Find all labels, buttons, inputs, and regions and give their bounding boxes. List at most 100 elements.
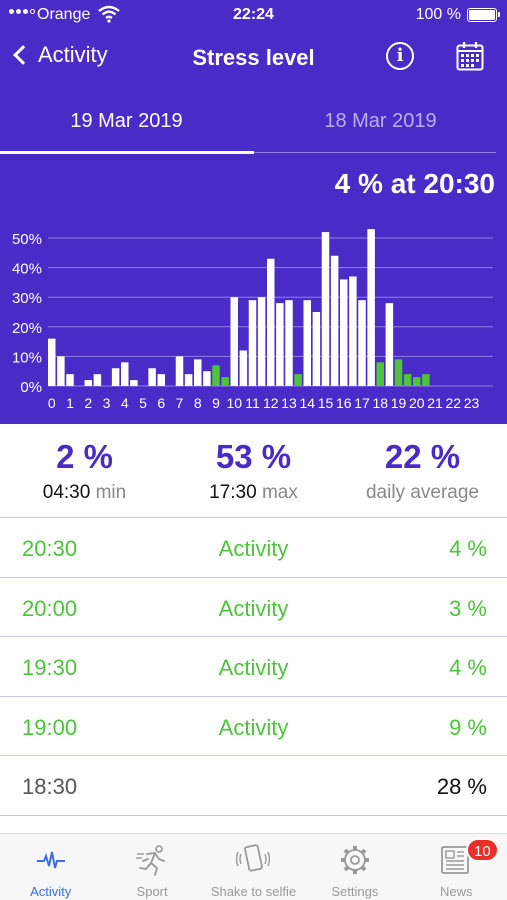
back-label: Activity (38, 42, 108, 67)
nav-bar: Activity Stress level i (0, 30, 507, 88)
status-bar: Orange 22:24 100 % (0, 0, 507, 30)
y-tick-label: 0% (20, 379, 42, 396)
list-item[interactable]: 18:30 28 % (0, 756, 507, 816)
x-tick-label: 11 (245, 395, 260, 411)
stat-min: 2 % 04:30 min (0, 438, 169, 504)
tab-underline (0, 151, 254, 154)
y-tick-label: 50% (12, 231, 42, 248)
x-tick-label: 12 (263, 395, 279, 411)
x-tick-label: 23 (464, 395, 480, 411)
chart-bar[interactable] (248, 300, 257, 386)
chart-bar[interactable] (93, 374, 102, 386)
chart-bar[interactable] (422, 374, 430, 386)
x-tick-label: 15 (318, 395, 334, 411)
chart-bar[interactable] (57, 356, 65, 386)
chart-bar[interactable] (130, 380, 138, 386)
x-tick-label: 1 (66, 395, 74, 411)
status-time: 22:24 (233, 6, 274, 23)
tab-news[interactable]: News (406, 834, 507, 900)
chart-bar[interactable] (221, 377, 229, 386)
date-tabs: 19 Mar 2019 18 Mar 2019 (0, 88, 507, 156)
chart-bar[interactable] (48, 338, 56, 386)
stat-max-label: max (261, 482, 298, 503)
x-tick-label: 22 (445, 395, 461, 411)
x-tick-label: 3 (103, 395, 111, 411)
stress-bar-chart[interactable]: 0%10%20%30%40%50%0 1 2 3 4 5 6 7 8 9 10 11 12 13 14 15 1… (0, 156, 507, 424)
chart-bar[interactable] (285, 300, 293, 386)
tab-sport[interactable]: Sport (101, 834, 202, 900)
stat-average: 22 % daily average (338, 438, 507, 504)
chart-bar[interactable] (111, 368, 120, 386)
chart-bar[interactable] (367, 229, 375, 386)
chart-bar[interactable] (330, 255, 339, 386)
chart-bar[interactable] (66, 374, 74, 386)
list-item[interactable]: 20:00 Activity 3 % (0, 578, 507, 637)
calendar-icon[interactable] (456, 41, 484, 71)
y-tick-label: 20% (12, 320, 42, 337)
x-tick-label: 7 (176, 395, 184, 411)
chart-bar[interactable] (267, 258, 275, 386)
tab-settings-label: Settings (331, 884, 379, 899)
x-tick-label: 10 (226, 395, 242, 411)
chart-bar[interactable] (340, 279, 348, 386)
chart-bar[interactable] (376, 362, 385, 386)
chart-bar[interactable] (184, 374, 193, 386)
chart-bar[interactable] (413, 377, 421, 386)
chart-bar[interactable] (212, 365, 220, 386)
entry-time: 20:30 (22, 536, 78, 561)
chart-bar[interactable] (321, 232, 330, 386)
info-icon[interactable]: i (386, 42, 414, 70)
chart-bar[interactable] (230, 297, 239, 386)
chart-bar[interactable] (203, 371, 211, 386)
newspaper-icon (441, 846, 470, 874)
chart-bar[interactable] (239, 350, 248, 386)
chart-bar[interactable] (349, 276, 357, 386)
tab-activity[interactable]: Activity (0, 834, 101, 900)
list-item[interactable]: 20:30 Activity 4 % (0, 518, 507, 578)
entry-percent: 9 % (449, 714, 487, 740)
x-tick-label: 2 (84, 395, 92, 411)
chart-bar[interactable] (121, 362, 129, 386)
carrier-name: Orange (37, 6, 91, 23)
x-tick-label: 4 (121, 395, 129, 411)
chart-bar[interactable] (276, 303, 284, 386)
chart-bar[interactable] (385, 303, 394, 386)
y-tick-label: 40% (12, 261, 42, 278)
chart-bar[interactable] (84, 380, 93, 386)
tab-shake-to-selfie[interactable]: Shake to selfie (203, 834, 304, 900)
battery-percent: 100 % (415, 6, 461, 23)
chart-bar[interactable] (312, 312, 321, 386)
chart-bar[interactable] (403, 374, 412, 386)
entry-percent: 4 % (449, 536, 487, 561)
tab-19-mar-2019[interactable]: 19 Mar 2019 (70, 110, 183, 132)
chart-bar[interactable] (358, 300, 366, 386)
back-button[interactable]: Activity (10, 42, 108, 68)
wifi-icon (98, 5, 120, 23)
stat-max: 53 % 17:30 max (169, 438, 338, 504)
signal-icon (9, 9, 35, 14)
chart-bar[interactable] (148, 368, 156, 386)
chart-bar[interactable] (394, 359, 403, 386)
tab-separator (254, 152, 496, 153)
list-item[interactable]: 19:30 Activity 4 % (0, 637, 507, 697)
chart-bar[interactable] (157, 374, 166, 386)
news-badge: 10 (466, 838, 499, 862)
battery-icon (467, 8, 500, 22)
x-tick-label: 9 (212, 395, 220, 411)
x-tick-label: 5 (139, 395, 147, 411)
chart-bar[interactable] (194, 359, 202, 386)
y-tick-label: 30% (12, 290, 42, 307)
entry-time: 19:30 (22, 655, 78, 680)
tab-18-mar-2019[interactable]: 18 Mar 2019 (324, 110, 437, 132)
x-tick-label: 13 (281, 395, 297, 411)
chart-bar[interactable] (175, 356, 184, 386)
entry-time: 20:00 (22, 595, 78, 621)
chart-bar[interactable] (257, 297, 266, 386)
entry-activity: Activity (218, 536, 289, 561)
list-item[interactable]: 19:00 Activity 9 % (0, 697, 507, 756)
tab-settings[interactable]: Settings (304, 834, 405, 900)
x-tick-label: 14 (299, 395, 315, 411)
chart-bar[interactable] (303, 300, 312, 386)
chart-bar[interactable] (294, 374, 302, 386)
stat-min-label: min (95, 482, 127, 503)
